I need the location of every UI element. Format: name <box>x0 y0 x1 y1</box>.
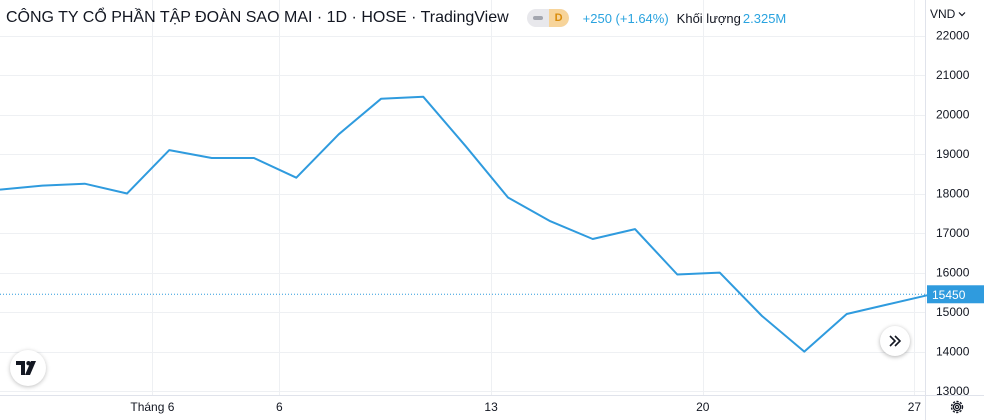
gear-icon[interactable] <box>946 396 968 418</box>
y-tick-label: 20000 <box>936 108 970 122</box>
volume-label: Khối lượng <box>676 10 741 26</box>
tradingview-logo-glyph <box>16 361 36 375</box>
tradingview-logo-icon[interactable] <box>10 350 46 386</box>
last-price-badge <box>927 285 984 304</box>
y-tick-label: 15000 <box>936 305 970 319</box>
x-tick-label: 27 <box>908 400 922 414</box>
y-tick-label: 18000 <box>936 187 970 201</box>
chevron-down-icon <box>958 12 966 17</box>
currency-selector[interactable]: VND <box>930 4 980 24</box>
y-tick-label: 13000 <box>936 384 970 398</box>
double-chevron-right-icon <box>889 335 902 347</box>
y-tick-label: 19000 <box>936 147 970 161</box>
x-tick-label: Tháng 6 <box>130 400 174 414</box>
chart-legend: CÔNG TY CỔ PHẦN TẬP ĐOÀN SAO MAI · 1D · … <box>6 8 786 28</box>
market-status-pill[interactable]: D <box>526 9 569 27</box>
y-tick-label: 22000 <box>936 29 970 43</box>
volume-value: 2.325M <box>742 10 787 26</box>
y-tick-label: 14000 <box>936 345 970 359</box>
x-tick-label: 20 <box>696 400 710 414</box>
x-tick-label: 13 <box>484 400 498 414</box>
currency-label: VND <box>930 7 956 21</box>
y-tick-label: 16000 <box>936 266 970 280</box>
delayed-data-tag: D <box>548 9 569 27</box>
gear-glyph <box>950 400 964 414</box>
last-price-label: 15450 <box>932 288 966 302</box>
y-tick-label: 17000 <box>936 226 970 240</box>
x-tick-label: 6 <box>276 400 283 414</box>
price-change: +250 (+1.64%) <box>582 10 669 26</box>
market-closed-icon <box>527 9 549 27</box>
y-tick-label: 21000 <box>936 68 970 82</box>
price-series-line[interactable] <box>0 95 932 353</box>
scroll-to-realtime-button[interactable] <box>880 326 910 356</box>
chart-title: CÔNG TY CỔ PHẦN TẬP ĐOÀN SAO MAI · 1D · … <box>6 9 509 26</box>
